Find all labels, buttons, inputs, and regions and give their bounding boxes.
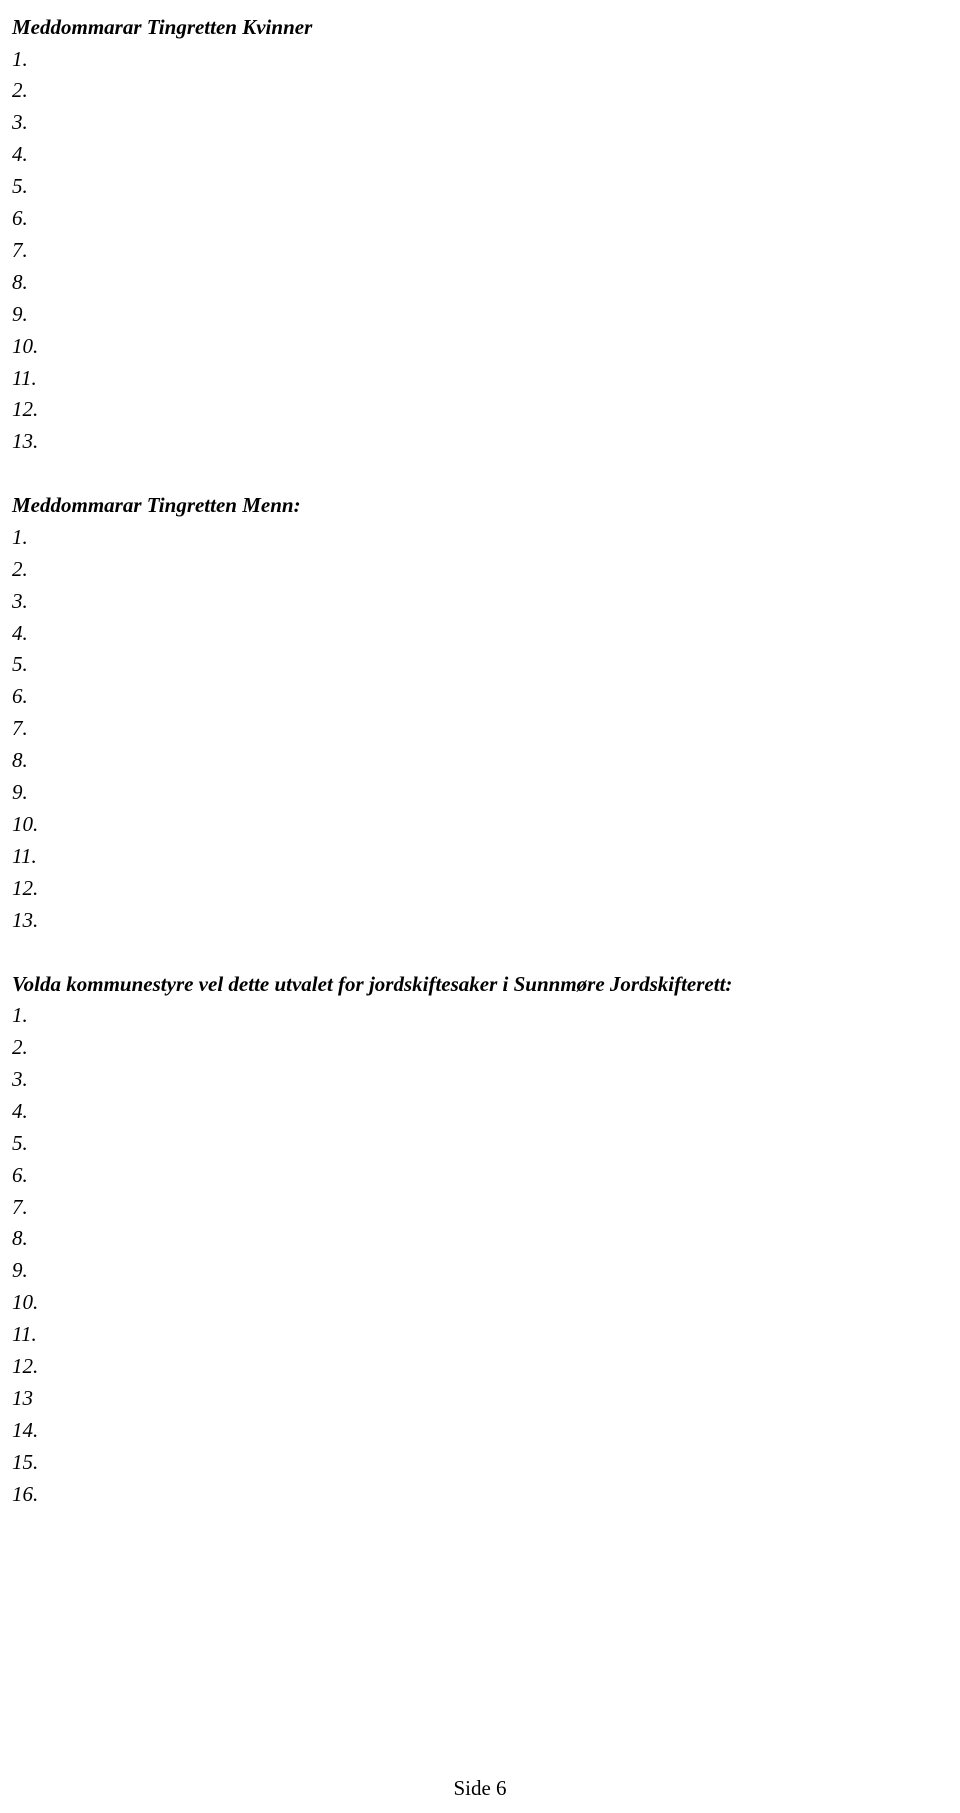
list-item: 10. [12,1287,960,1319]
list-item: 5. [12,171,960,203]
list-item: 6. [12,1160,960,1192]
list-item: 13. [12,905,960,937]
list-item: 11. [12,363,960,395]
section-heading: Volda kommunestyre vel dette utvalet for… [12,969,960,1001]
list-item: 6. [12,203,960,235]
list-item: 9. [12,299,960,331]
list-item: 5. [12,649,960,681]
list-item: 16. [12,1479,960,1511]
list-item: 6. [12,681,960,713]
list-item: 8. [12,1223,960,1255]
list-item: 12. [12,394,960,426]
list-item: 3. [12,1064,960,1096]
section-gap [12,458,960,490]
list-item: 4. [12,618,960,650]
list-item: 10. [12,809,960,841]
list-item: 7. [12,1192,960,1224]
numbered-list: 1. 2. 3. 4. 5. 6. 7. 8. 9. 10. 11. 12. 1… [12,1000,960,1511]
list-item: 15. [12,1447,960,1479]
section-heading: Meddommarar Tingretten Kvinner [12,12,960,44]
list-item: 1. [12,44,960,76]
list-item: 13. [12,426,960,458]
list-item: 9. [12,1255,960,1287]
list-item: 1. [12,1000,960,1032]
list-item: 2. [12,1032,960,1064]
section-gap [12,937,960,969]
page-footer: Side 6 [0,1776,960,1801]
list-item: 4. [12,1096,960,1128]
list-item: 7. [12,235,960,267]
list-item: 9. [12,777,960,809]
numbered-list: 1. 2. 3. 4. 5. 6. 7. 8. 9. 10. 11. 12. 1… [12,522,960,937]
list-item: 1. [12,522,960,554]
list-item: 11. [12,1319,960,1351]
list-item: 4. [12,139,960,171]
list-item: 5. [12,1128,960,1160]
document-page: Meddommarar Tingretten Kvinner 1. 2. 3. … [0,0,960,1813]
list-item: 7. [12,713,960,745]
list-item: 3. [12,586,960,618]
list-item: 12. [12,1351,960,1383]
list-item: 11. [12,841,960,873]
list-item: 3. [12,107,960,139]
list-item: 8. [12,267,960,299]
list-item: 2. [12,75,960,107]
list-item: 12. [12,873,960,905]
list-item: 2. [12,554,960,586]
list-item: 13 [12,1383,960,1415]
list-item: 14. [12,1415,960,1447]
numbered-list: 1. 2. 3. 4. 5. 6. 7. 8. 9. 10. 11. 12. 1… [12,44,960,459]
section-heading: Meddommarar Tingretten Menn: [12,490,960,522]
list-item: 10. [12,331,960,363]
list-item: 8. [12,745,960,777]
